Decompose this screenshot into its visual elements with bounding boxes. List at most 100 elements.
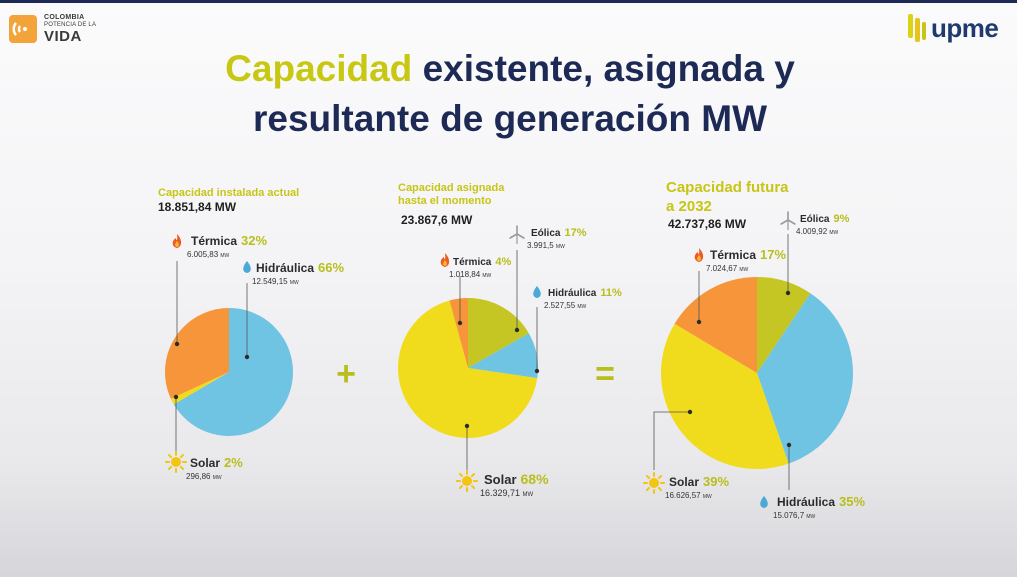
chart3-unit-solar: MW <box>703 494 712 500</box>
chart2-slice-eolica <box>468 298 529 368</box>
brand-line2: POTENCIA DE LA <box>44 22 97 28</box>
chart2-total: 23.867,6 MW <box>401 213 473 227</box>
chart2-label-termica: Térmica <box>453 257 492 268</box>
chart2-unit-hidraulica: MW <box>577 304 586 310</box>
chart1-percent-hidraulica: 66% <box>318 260 344 275</box>
chart2-leader-dot-solar <box>464 423 470 429</box>
chart3-slice-termica <box>674 277 757 373</box>
chart1-slice-solar <box>170 372 229 405</box>
flame-icon <box>172 234 182 248</box>
slide-title: Capacidad existente, asignada y resultan… <box>60 44 960 144</box>
sun-icon <box>456 470 478 492</box>
wind-turbine-icon <box>780 211 796 230</box>
chart2-slice-solar <box>398 300 538 438</box>
chart2-percent-eolica: 17% <box>564 227 586 239</box>
chart3-leader-dot-solar <box>687 409 693 415</box>
chart3-total: 42.737,86 MW <box>668 217 747 231</box>
water-drop-icon <box>760 496 768 508</box>
wind-turbine-icon <box>509 225 525 244</box>
chart3-unit-termica: MW <box>739 267 748 273</box>
chart2-unit-termica: MW <box>482 273 491 279</box>
chart2-slice-hidraulica <box>468 333 538 379</box>
chart3-leader-dot-hidraulica <box>786 442 792 448</box>
chart2-label-eolica: Eólica <box>531 228 561 239</box>
chart3-unit-hidraulica: MW <box>806 514 815 520</box>
chart1-value-hidraulica: 12.549,15 MW <box>252 277 299 286</box>
upme-wordmark: upme <box>931 12 999 43</box>
title-rest: existente, asignada y <box>412 48 795 89</box>
chart3-leader-dot-termica <box>696 319 702 325</box>
colombia-mark-icon <box>9 15 37 43</box>
water-drop-icon <box>533 286 541 298</box>
chart2-percent-solar: 68% <box>521 471 550 487</box>
chart1-title: Capacidad instalada actual <box>158 187 299 199</box>
chart1-unit-solar: MW <box>213 475 222 481</box>
sun-icon <box>643 472 665 494</box>
chart2-percent-hidraulica: 11% <box>600 287 622 299</box>
chart2-value-eolica: 3.991,5 MW <box>527 241 565 250</box>
chart3-value-eolica: 4.009,92 MW <box>796 227 839 236</box>
chart3-value-solar: 16.626,57 MW <box>665 491 712 500</box>
chart1-unit-termica: MW <box>220 253 229 259</box>
upme-mark-icon <box>908 14 926 42</box>
chart1-leader-dot-termica <box>174 341 180 347</box>
chart3-label-eolica: Eólica <box>800 214 830 225</box>
chart1-leader-dot-solar <box>173 394 179 400</box>
chart1-label-hidraulica: Hidráulica <box>256 261 314 275</box>
chart2-unit-eolica: MW <box>556 244 565 250</box>
upme-logo: upme <box>906 12 999 44</box>
chart2-title-line1: Capacidad asignada <box>398 182 505 194</box>
plus-operator: + <box>336 355 356 393</box>
flame-icon <box>694 248 704 262</box>
chart3-percent-termica: 17% <box>760 247 786 262</box>
chart3-value-termica: 7.024,67 MW <box>706 264 749 273</box>
chart3-label-termica: Térmica <box>710 248 756 262</box>
chart3-unit-eolica: MW <box>829 230 838 236</box>
chart3-percent-solar: 39% <box>703 474 729 489</box>
chart1-percent-termica: 32% <box>241 233 267 248</box>
chart1-percent-solar: 2% <box>224 455 243 470</box>
chart2-value-hidraulica: 2.527,55 MW <box>544 301 587 310</box>
chart1-label-solar: Solar <box>190 456 220 470</box>
chart1-value-solar: 296,86 MW <box>186 472 222 481</box>
chart3-percent-hidraulica: 35% <box>839 494 865 509</box>
chart1-slice-hidraulica <box>173 308 293 436</box>
brand-line1: COLOMBIA <box>44 14 85 21</box>
chart3-label-solar: Solar <box>669 475 699 489</box>
chart2-leader-dot-hidraulica <box>534 368 540 374</box>
chart1-leader-dot-hidraulica <box>244 354 250 360</box>
chart3-slice-eolica <box>757 277 811 373</box>
chart2-percent-termica: 4% <box>495 256 511 268</box>
sun-icon <box>165 451 187 473</box>
water-drop-icon <box>243 261 251 273</box>
title-line2: resultante de generación MW <box>253 98 767 139</box>
chart2-leader-dot-eolica <box>514 327 520 333</box>
chart2-label-hidraulica: Hidráulica <box>548 288 597 299</box>
flame-icon <box>440 253 450 267</box>
chart1-total: 18.851,84 MW <box>158 200 237 214</box>
chart1-value-termica: 6.005,83 MW <box>187 250 230 259</box>
chart3-title-line1: Capacidad futura <box>666 179 789 196</box>
brand-line3: VIDA <box>44 28 82 45</box>
title-highlight: Capacidad <box>225 48 413 89</box>
chart3-title-line2: a 2032 <box>666 198 712 215</box>
chart1-unit-hidraulica: MW <box>290 280 299 286</box>
chart3-slice-hidraulica <box>757 293 854 464</box>
chart2-leader-dot-termica <box>457 320 463 326</box>
colombia-logo: COLOMBIA POTENCIA DE LA VIDA <box>8 14 96 44</box>
chart3-slice-solar <box>661 323 789 469</box>
chart3-label-hidraulica: Hidráulica <box>777 495 835 509</box>
chart3-leader-solar <box>653 411 690 470</box>
chart1-label-termica: Térmica <box>191 234 237 248</box>
chart3-leader-dot-eolica <box>785 290 791 296</box>
chart1-slice-termica <box>165 308 229 399</box>
chart2-title-line2: hasta el momento <box>398 195 492 207</box>
chart2-label-solar: Solar <box>484 472 517 487</box>
chart2-slice-termica <box>449 298 468 368</box>
chart2-value-solar: 16.329,71 MW <box>480 488 534 498</box>
chart2-unit-solar: MW <box>523 492 534 498</box>
chart2-value-termica: 1.018,84 MW <box>449 270 492 279</box>
equals-operator: = <box>595 355 615 393</box>
